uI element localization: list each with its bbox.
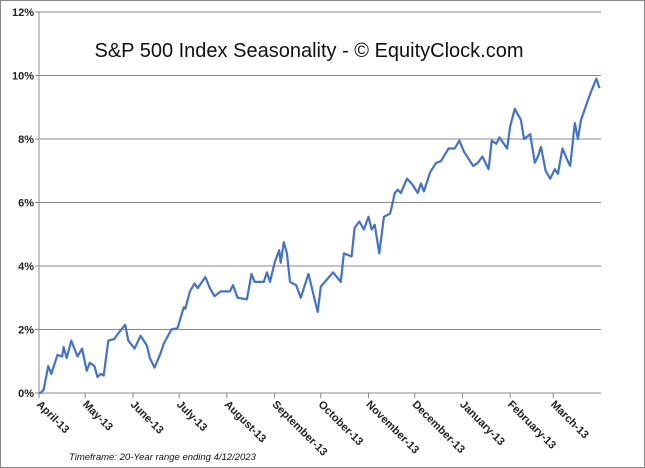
chart-title: S&P 500 Index Seasonality - © EquityCloc… bbox=[94, 40, 523, 62]
y-tick-label: 12% bbox=[12, 7, 34, 19]
x-tick-label: March-13 bbox=[548, 399, 591, 442]
x-tick-label: August-13 bbox=[222, 399, 269, 446]
chart-footnote: Timeframe: 20-Year range ending 4/12/202… bbox=[69, 452, 257, 463]
x-tick-label: July-13 bbox=[174, 399, 209, 434]
y-tick-label: 2% bbox=[18, 325, 34, 337]
x-tick-label: May-13 bbox=[80, 399, 115, 434]
x-axis-ticks: April-13 May-13 June-13 July-13 August-13 Sep… bbox=[34, 393, 591, 459]
x-tick-label: June-13 bbox=[128, 399, 166, 437]
y-tick-label: 4% bbox=[18, 261, 34, 273]
gridlines bbox=[39, 11, 601, 330]
y-axis-ticks: 0% 2% 4% 6% 8% 10% 12% bbox=[12, 7, 39, 400]
series-group bbox=[39, 77, 601, 395]
x-tick-label: April-13 bbox=[34, 399, 71, 436]
y-tick-label: 10% bbox=[12, 71, 34, 83]
y-tick-label: 0% bbox=[18, 388, 34, 400]
x-tick-label: October-13 bbox=[316, 399, 366, 449]
y-tick-label: 6% bbox=[18, 198, 34, 210]
y-tick-label: 8% bbox=[18, 134, 34, 146]
series-line bbox=[39, 77, 601, 395]
x-tick-label: January-13 bbox=[457, 399, 507, 449]
